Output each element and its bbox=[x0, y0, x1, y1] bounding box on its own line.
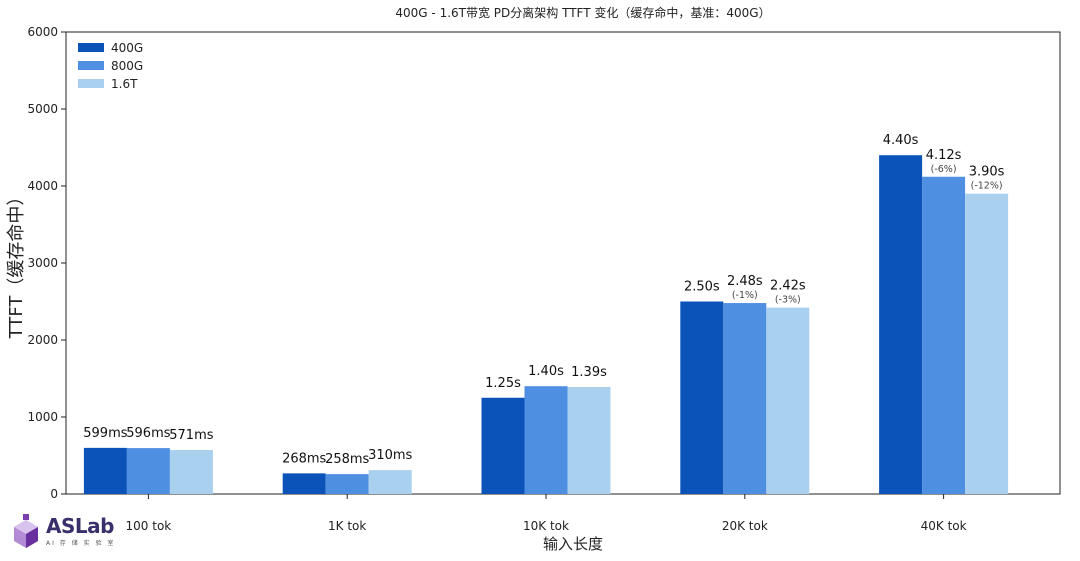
bar-value-label: 3.90s bbox=[969, 165, 1005, 180]
bar-400g bbox=[83, 447, 127, 494]
bar-value-label: 571ms bbox=[169, 428, 213, 443]
bar-800g bbox=[922, 176, 966, 494]
bar-change-label: (-3%) bbox=[775, 295, 801, 306]
bar-value-label: 4.12s bbox=[926, 148, 962, 163]
legend-label-1.6t: 1.6T bbox=[111, 77, 138, 91]
bar-value-label: 4.40s bbox=[883, 133, 919, 148]
logo-subtext: AI 存 储 实 验 室 bbox=[46, 540, 116, 547]
bar-change-label: (-6%) bbox=[931, 164, 957, 175]
aslab-logo-mark-icon bbox=[14, 514, 38, 548]
bar-value-label: 258ms bbox=[325, 452, 369, 467]
x-tick-label: 1K tok bbox=[328, 519, 366, 533]
y-tick-label: 0 bbox=[50, 487, 58, 501]
bar-800g bbox=[325, 474, 369, 494]
x-tick-label: 100 tok bbox=[126, 519, 172, 533]
bar-value-label: 310ms bbox=[368, 448, 412, 463]
bar-400g bbox=[680, 301, 724, 494]
bar-800g bbox=[524, 386, 568, 494]
bar-value-label: 2.42s bbox=[770, 279, 806, 294]
y-tick-label: 4000 bbox=[27, 179, 58, 193]
y-axis-label: TTFT（缓存命中） bbox=[6, 188, 27, 340]
bar-value-label: 2.50s bbox=[684, 280, 720, 295]
y-tick-label: 6000 bbox=[27, 25, 58, 39]
bar-400g bbox=[282, 473, 326, 494]
bar-400g bbox=[879, 155, 923, 494]
bar-1.6t bbox=[368, 470, 412, 494]
bar-800g bbox=[723, 303, 767, 494]
x-axis-label: 输入长度 bbox=[543, 535, 603, 553]
bar-value-label: 1.25s bbox=[485, 376, 521, 391]
bar-400g bbox=[481, 397, 525, 494]
y-tick-label: 2000 bbox=[27, 333, 58, 347]
bar-value-label: 596ms bbox=[126, 426, 170, 441]
legend-swatch-1.6t bbox=[78, 79, 104, 88]
bar-1.6t bbox=[169, 450, 213, 494]
legend-swatch-800g bbox=[78, 61, 104, 70]
bar-value-label: 1.39s bbox=[571, 365, 607, 380]
y-tick-label: 3000 bbox=[27, 256, 58, 270]
bar-1.6t bbox=[567, 386, 611, 494]
bar-800g bbox=[126, 448, 170, 494]
bar-value-label: 2.48s bbox=[727, 274, 763, 289]
legend-label-800g: 800G bbox=[111, 59, 143, 73]
legend-swatch-400g bbox=[78, 43, 104, 52]
bar-change-label: (-1%) bbox=[732, 290, 758, 301]
bar-1.6t bbox=[965, 193, 1009, 494]
bar-value-label: 268ms bbox=[282, 451, 326, 466]
legend-label-400g: 400G bbox=[111, 41, 143, 55]
bar-value-label: 599ms bbox=[83, 426, 127, 441]
x-tick-label: 20K tok bbox=[722, 519, 768, 533]
y-tick-label: 5000 bbox=[27, 102, 58, 116]
bar-1.6t bbox=[766, 307, 810, 494]
logo-text: ASLab bbox=[46, 514, 114, 538]
bar-change-label: (-12%) bbox=[971, 181, 1003, 192]
x-tick-label: 10K tok bbox=[523, 519, 569, 533]
chart-title: 400G - 1.6T带宽 PD分离架构 TTFT 变化（缓存命中，基准：400… bbox=[395, 5, 770, 20]
aslab-logo: ASLab AI 存 储 实 验 室 bbox=[10, 514, 120, 554]
x-tick-label: 40K tok bbox=[921, 519, 967, 533]
bar-value-label: 1.40s bbox=[528, 364, 564, 379]
y-tick-label: 1000 bbox=[27, 410, 58, 424]
